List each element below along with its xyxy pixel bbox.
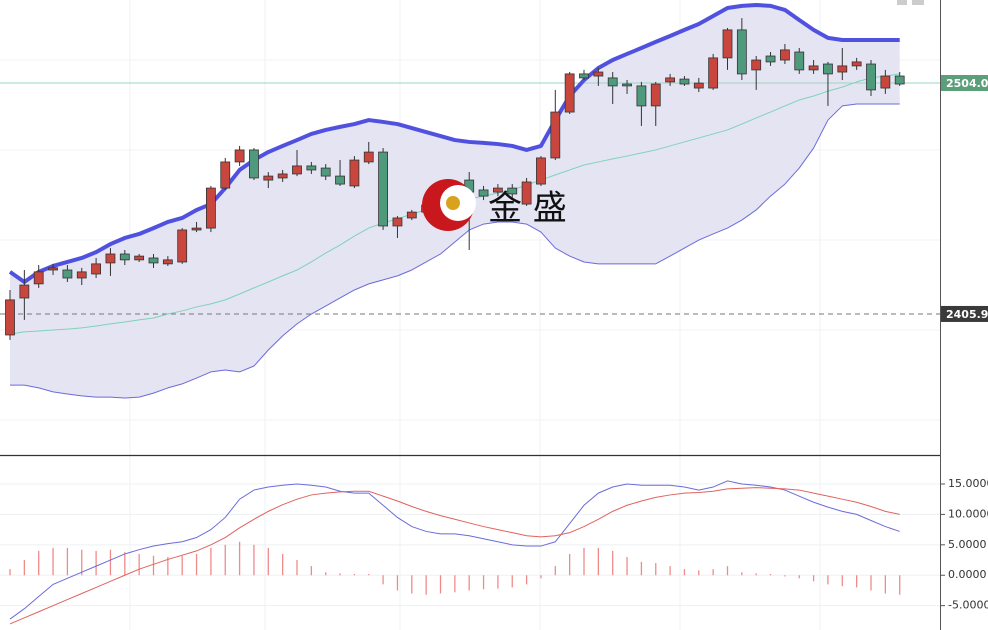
candle-body [622, 83, 632, 87]
candle-body [292, 165, 302, 175]
candle-body [162, 259, 173, 265]
candle-body [33, 271, 44, 285]
candle-body [650, 83, 661, 107]
candle-body [392, 217, 403, 227]
candle-body [693, 82, 704, 89]
candle-body [205, 187, 216, 229]
candle-body [765, 55, 776, 63]
candle-body [220, 161, 231, 189]
logo-dot [446, 196, 460, 210]
candle-body [593, 71, 604, 77]
logo [422, 179, 476, 231]
candle-body [636, 85, 647, 107]
candle-body [335, 175, 345, 185]
macd-line [9, 480, 900, 620]
candle-body [263, 175, 274, 181]
candle-body [177, 229, 188, 263]
candle-body [823, 63, 833, 75]
candle-body [607, 77, 618, 87]
candle-body [866, 63, 876, 91]
band-line [10, 103, 900, 399]
candle-body [564, 73, 575, 113]
candle-body [794, 51, 805, 71]
candle-body [320, 167, 331, 177]
candle-body [736, 29, 747, 75]
price-tag-label: 2405.92 [946, 308, 988, 321]
candle-body [521, 181, 532, 205]
candle-body [363, 151, 374, 163]
candle-body [148, 257, 159, 264]
y-tick-label: 0.0000 [948, 568, 987, 581]
candle-body [837, 65, 848, 73]
candle-body [478, 189, 489, 197]
candle-body [249, 149, 259, 179]
candle-body [91, 263, 101, 275]
y-tick-label: -5.0000 [948, 599, 988, 612]
candle-body [306, 165, 317, 171]
candle-body [579, 73, 589, 79]
pane-button[interactable] [897, 0, 907, 5]
candle-body [19, 284, 30, 299]
candle-body [5, 299, 15, 336]
candle-body [191, 227, 202, 231]
candle-body [665, 77, 675, 83]
candle-body [406, 211, 417, 219]
price-tag-label: 2504.04 [946, 77, 988, 90]
candle-body [277, 173, 288, 179]
watermark: 金 盛 [488, 189, 567, 229]
candle-body [48, 267, 58, 271]
band-line [8, 2, 900, 284]
candle-body [492, 187, 503, 193]
candle-body [679, 78, 690, 85]
candle-body [119, 253, 130, 261]
candle-body [234, 149, 245, 163]
candle-body [62, 269, 73, 279]
price-tag [941, 305, 988, 322]
price-tag [941, 74, 988, 91]
pane-button[interactable] [912, 0, 924, 5]
macd-line [9, 487, 900, 625]
candle-body [851, 61, 862, 67]
candle-body [708, 57, 719, 89]
candle-body [808, 65, 819, 71]
candle-body [76, 271, 87, 279]
candle-body [349, 159, 360, 187]
candle-body [550, 111, 561, 159]
y-tick-label: 15.0000 [948, 477, 988, 490]
candle-body [780, 49, 790, 61]
y-tick-label: 5.0000 [948, 538, 987, 551]
candle-body [894, 75, 905, 85]
candle-body [880, 75, 891, 89]
candle-body [507, 187, 518, 195]
candle-body [536, 157, 546, 185]
candle-body [378, 151, 389, 227]
candle-body [134, 255, 145, 261]
candle-body [722, 29, 733, 59]
candle-body [105, 253, 116, 264]
candle-body [751, 59, 762, 71]
y-tick-label: 10.0000 [948, 507, 988, 520]
